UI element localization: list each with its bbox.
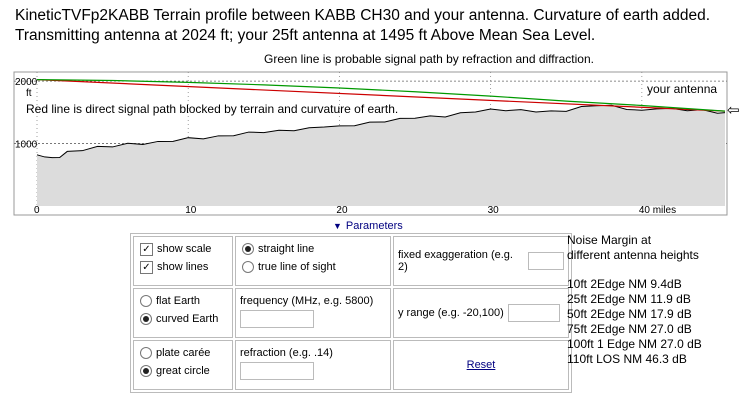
- noise-row: 25ft 2Edge NM 11.9 dB: [567, 292, 691, 306]
- flat-earth-label: flat Earth: [156, 295, 201, 307]
- noise-row: 75ft 2Edge NM 27.0 dB: [567, 322, 692, 336]
- straight-line-label: straight line: [258, 243, 315, 255]
- parameters-toggle-label: Parameters: [345, 220, 403, 232]
- noise-row: 50ft 2Edge NM 17.9 dB: [567, 307, 692, 321]
- great-circle-radio[interactable]: great circle: [138, 362, 228, 380]
- noise-heading-1: Noise Margin at: [567, 233, 652, 247]
- fixed-exaggeration-input[interactable]: [528, 252, 564, 270]
- antenna-label: your antenna: [647, 82, 717, 96]
- y-tick-label: 1000: [15, 140, 38, 151]
- x-tick-label: 10: [185, 205, 197, 216]
- parameters-table: ✓ show scale ✓ show lines straight line tr…: [130, 233, 572, 393]
- red-line-note: Red line is direct signal path blocked b…: [26, 102, 398, 116]
- x-tick-label: 30: [488, 205, 500, 216]
- checkmark-icon: ✓: [140, 242, 153, 256]
- y-unit-label: ft: [26, 88, 32, 99]
- great-circle-label: great circle: [156, 365, 210, 377]
- direct-signal-path: [36, 79, 726, 112]
- refraction-input[interactable]: [240, 362, 314, 380]
- flat-earth-radio[interactable]: flat Earth: [138, 292, 228, 310]
- x-tick-label: 40 miles: [639, 205, 676, 216]
- noise-row: 100ft 1 Edge NM 27.0 dB: [567, 337, 702, 351]
- show-lines-checkbox[interactable]: ✓ show lines: [138, 258, 228, 276]
- terrain-line: [36, 104, 726, 159]
- y-range-input[interactable]: [507, 304, 560, 322]
- fixed-exaggeration-label: fixed exaggeration (e.g. 2): [398, 249, 513, 273]
- reset-link[interactable]: Reset: [466, 359, 496, 371]
- plate-caree-radio[interactable]: plate carée: [138, 344, 228, 362]
- y-range-label: y range (e.g. -20,100): [398, 307, 504, 319]
- x-tick-label: 0: [34, 205, 40, 216]
- noise-row: 110ft LOS NM 46.3 dB: [567, 352, 687, 366]
- parameters-toggle[interactable]: ▼ Parameters: [333, 220, 403, 232]
- show-scale-checkbox[interactable]: ✓ show scale: [138, 240, 228, 258]
- show-scale-label: show scale: [157, 243, 212, 255]
- chart-subtitle: Green line is probable signal path by re…: [264, 52, 594, 66]
- show-lines-label: show lines: [157, 261, 209, 273]
- antenna-arrow-icon: ⇦: [727, 101, 740, 119]
- frequency-label: frequency (MHz, e.g. 5800): [240, 295, 374, 307]
- true-line-of-sight-label: true line of sight: [258, 261, 336, 273]
- frequency-input[interactable]: [240, 310, 314, 328]
- true-line-of-sight-radio[interactable]: true line of sight: [240, 258, 386, 276]
- terrain-profile-chart: 0 10 20 30 40 miles 2000 1000 ft Red line is d…: [13, 71, 740, 216]
- triangle-down-icon: ▼: [333, 221, 342, 231]
- radio-selected-icon: [140, 313, 152, 325]
- x-tick-label: 20: [336, 205, 348, 216]
- radio-selected-icon: [140, 365, 152, 377]
- noise-heading-2: different antenna heights: [567, 248, 699, 262]
- radio-unselected-icon: [140, 347, 152, 359]
- radio-unselected-icon: [242, 261, 254, 273]
- curved-earth-radio[interactable]: curved Earth: [138, 310, 228, 328]
- noise-margin-panel: Noise Margin at different antenna height…: [567, 233, 702, 367]
- terrain-fill: [37, 105, 725, 206]
- radio-selected-icon: [242, 243, 254, 255]
- straight-line-radio[interactable]: straight line: [240, 240, 386, 258]
- noise-row: 10ft 2Edge NM 9.4dB: [567, 277, 682, 291]
- curved-earth-label: curved Earth: [156, 313, 219, 325]
- refracted-signal-path: [36, 79, 726, 112]
- page-title: KineticTVFp2KABB Terrain profile between…: [15, 7, 711, 44]
- ticks-layer: 0 10 20 30 40 miles 2000 1000: [15, 77, 676, 216]
- radio-unselected-icon: [140, 295, 152, 307]
- plate-caree-label: plate carée: [156, 347, 211, 359]
- y-tick-label: 2000: [15, 77, 38, 88]
- checkmark-icon: ✓: [140, 260, 153, 274]
- refraction-label: refraction (e.g. .14): [240, 347, 333, 359]
